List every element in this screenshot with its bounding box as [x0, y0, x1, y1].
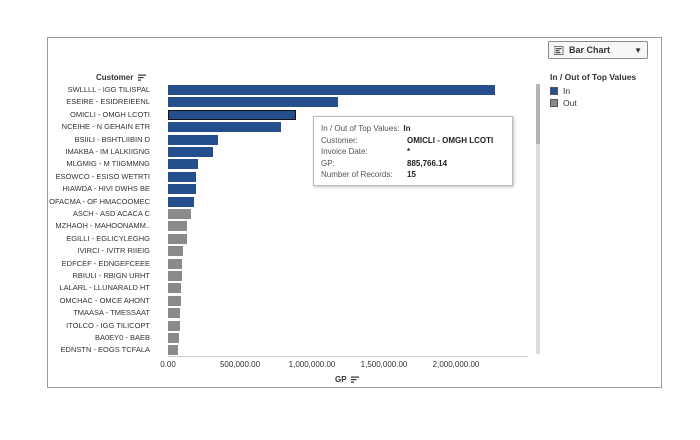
- bar[interactable]: [168, 308, 180, 319]
- bar[interactable]: [168, 147, 214, 157]
- tooltip-key: In / Out of Top Values:: [321, 124, 400, 133]
- customer-labels: SWLLLL - IGG TILISPAL ESEIRE - ESIDREIEEN…: [48, 84, 150, 356]
- legend-label-in: In: [563, 86, 571, 96]
- bar[interactable]: [168, 196, 195, 207]
- tooltip-value: 15: [407, 170, 416, 179]
- customer-label[interactable]: MLGMIG - M TIIGMMNG: [66, 159, 150, 169]
- bar[interactable]: [168, 246, 183, 257]
- customer-label[interactable]: OMCHAC - OMCE AHONT: [59, 295, 150, 305]
- x-tick-label: 0.00: [160, 360, 176, 369]
- x-axis-title: GP: [335, 375, 347, 384]
- tooltip-value: 885,766.14: [407, 158, 448, 168]
- bar[interactable]: [168, 233, 187, 244]
- customer-label[interactable]: RBIULI - RBIGN URHT: [72, 271, 150, 280]
- bar[interactable]: [168, 271, 182, 281]
- customer-axis-title: Customer: [96, 73, 134, 82]
- customer-label[interactable]: MZHAOH - MAHOONAMM..: [55, 221, 150, 231]
- bar[interactable]: [168, 184, 196, 195]
- tooltip-row-invoice-date: Invoice Date: *: [321, 146, 505, 158]
- customer-label[interactable]: ESOWCO - ESISO WETRTI: [55, 171, 150, 181]
- customer-label[interactable]: TMAASA - TMESSAAT: [73, 308, 150, 318]
- chart-panel: Bar Chart ▼ In / Out of Top Values In Ou…: [47, 37, 662, 388]
- bar-plot-area: [168, 84, 528, 356]
- vertical-scrollbar[interactable]: [536, 84, 540, 354]
- customer-label[interactable]: BSIILI - BSHTLIIBIN D: [74, 134, 150, 144]
- bar[interactable]: [168, 320, 180, 331]
- tooltip-key: Number of Records:: [321, 170, 393, 179]
- tooltip-row-group: In / Out of Top Values: In: [321, 123, 505, 135]
- tooltip-key: Customer:: [321, 135, 358, 145]
- tooltip-value: In: [403, 124, 411, 133]
- tooltip-key: Invoice Date:: [321, 147, 368, 156]
- x-tick-label: 2,000,000.00: [432, 360, 480, 369]
- customer-label[interactable]: ITOLCO - IGG TILICOPT: [66, 320, 150, 330]
- x-axis-line: [168, 356, 528, 357]
- tooltip-value: *: [407, 147, 411, 156]
- bar[interactable]: [168, 345, 179, 356]
- bar[interactable]: [168, 295, 182, 306]
- tooltip-row-customer: Customer: OMICLI - OMGH LCOTI: [321, 135, 505, 147]
- chart-type-dropdown[interactable]: Bar Chart ▼: [548, 41, 648, 59]
- sort-icon[interactable]: [137, 74, 146, 82]
- customer-label[interactable]: SWLLLL - IGG TILISPAL: [67, 85, 150, 94]
- customer-label[interactable]: EGILLI - EGLICYLEGHG: [66, 233, 150, 243]
- tooltip: In / Out of Top Values: In Customer: OMI…: [313, 116, 513, 186]
- bar[interactable]: [168, 221, 188, 232]
- tooltip-key: GP:: [321, 158, 335, 168]
- legend-swatch-out: [550, 99, 558, 107]
- legend-item-in[interactable]: In: [550, 86, 636, 96]
- bar[interactable]: [168, 109, 296, 120]
- bar[interactable]: [168, 171, 197, 182]
- customer-label[interactable]: NCEIHE - N GEHAIN ETR: [61, 122, 150, 132]
- customer-label[interactable]: HIAWDA - HIVI DWHS BE: [62, 184, 150, 194]
- x-tick-label: 500,000.00: [219, 360, 261, 369]
- customer-label[interactable]: ASCH - ASD ACACA C: [72, 209, 150, 218]
- scrollbar-thumb[interactable]: [536, 84, 540, 144]
- bar[interactable]: [168, 122, 282, 133]
- tooltip-row-records: Number of Records: 15: [321, 169, 505, 181]
- bar[interactable]: [168, 283, 182, 294]
- customer-label[interactable]: EDFCEF - EDNGEFCEEE: [61, 258, 150, 268]
- bar[interactable]: [168, 85, 495, 95]
- customer-label[interactable]: OFACMA - OF HMACOOMEC: [49, 196, 150, 206]
- bar[interactable]: [168, 159, 199, 170]
- bar[interactable]: [168, 134, 218, 145]
- x-tick-label: 1,500,000.00: [360, 360, 408, 369]
- legend-item-out[interactable]: Out: [550, 98, 636, 108]
- customer-label[interactable]: IMAKBA - IM LALKIIGNG: [65, 147, 150, 156]
- legend-swatch-in: [550, 87, 558, 95]
- customer-label[interactable]: IVIRCI - IVITR RIIEIG: [77, 246, 150, 256]
- x-tick-label: 1,000,000.00: [288, 360, 336, 369]
- customer-label[interactable]: OMICLI - OMGH LCOTI: [69, 109, 150, 119]
- bar[interactable]: [168, 209, 192, 219]
- x-axis-header[interactable]: GP: [335, 375, 359, 384]
- customer-axis-header[interactable]: Customer: [96, 73, 146, 82]
- chart-type-label: Bar Chart: [569, 45, 611, 55]
- bar-chart-icon: [554, 45, 564, 55]
- customer-label[interactable]: LALARL - LLUNARALD HT: [59, 283, 150, 293]
- customer-label[interactable]: ESEIRE - ESIDREIEENL: [66, 97, 150, 107]
- customer-label[interactable]: EDNSTN - EOGS TCFALA: [60, 345, 150, 355]
- legend-title: In / Out of Top Values: [550, 72, 637, 82]
- bar[interactable]: [168, 97, 338, 108]
- chevron-down-icon: ▼: [634, 46, 642, 55]
- bar[interactable]: [168, 258, 183, 269]
- sort-icon[interactable]: [350, 376, 359, 384]
- legend-label-out: Out: [563, 98, 577, 108]
- customer-label[interactable]: BA0EY0 - BAEB: [94, 333, 150, 342]
- tooltip-row-gp: GP: 885,766.14: [321, 158, 505, 170]
- bar[interactable]: [168, 333, 179, 343]
- tooltip-value: OMICLI - OMGH LCOTI: [407, 135, 494, 145]
- legend: In / Out of Top Values In Out: [550, 72, 636, 110]
